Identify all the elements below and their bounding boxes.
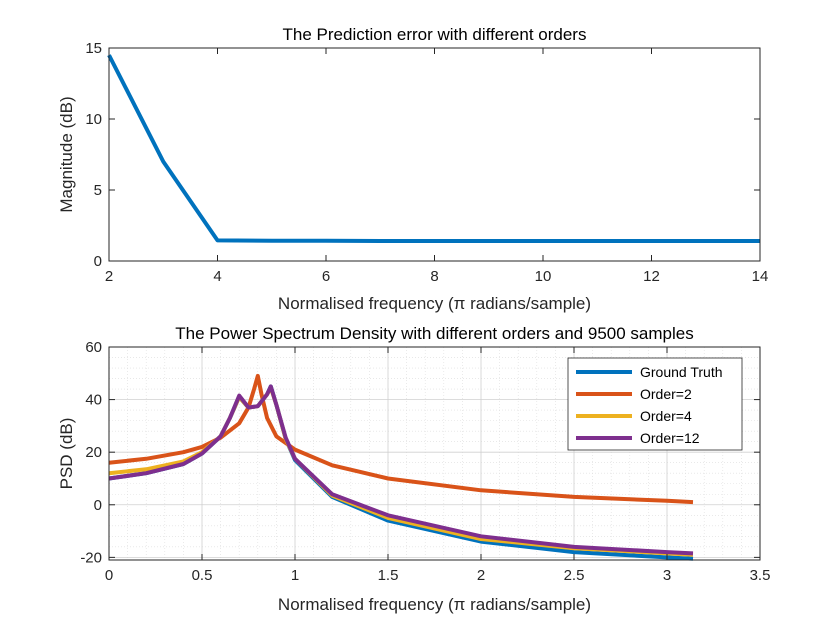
y-tick-label: 0	[94, 253, 102, 270]
y-axis-label: PSD (dB)	[57, 418, 76, 490]
x-tick-label: 8	[430, 268, 438, 285]
x-tick-label: 4	[213, 268, 221, 285]
x-axis-label: Normalised frequency (π radians/sample)	[278, 294, 591, 313]
plot-area-background	[109, 48, 760, 261]
series-line-order-2	[108, 373, 694, 505]
y-axis-label: Magnitude (dB)	[57, 96, 76, 212]
y-tick-label: -20	[80, 549, 102, 566]
legend-label: Order=2	[640, 386, 692, 402]
x-tick-label: 6	[322, 268, 330, 285]
x-tick-label: 1.5	[378, 567, 399, 584]
series-line-series-0	[107, 54, 760, 243]
x-axis-label: Normalised frequency (π radians/sample)	[278, 595, 591, 614]
y-tick-label: 5	[94, 182, 102, 199]
x-tick-label: 0	[105, 567, 113, 584]
y-tick-label: 20	[85, 444, 102, 461]
series-line-order-12	[108, 384, 694, 556]
x-tick-label: 2	[477, 567, 485, 584]
x-tick-label: 2	[105, 268, 113, 285]
plot-area-frame	[108, 346, 761, 561]
x-tick-label: 14	[752, 268, 769, 285]
chart-title: The Prediction error with different orde…	[283, 25, 587, 44]
legend: Ground Truth Order=2 Order=4 Order=12	[567, 357, 743, 451]
x-tick-label: 1	[291, 567, 299, 584]
legend-label: Order=12	[640, 430, 700, 446]
x-tick-label: 10	[535, 268, 552, 285]
x-tick-label: 3.5	[750, 567, 771, 584]
chart-title: The Power Spectrum Density with differen…	[175, 324, 693, 343]
y-tick-label: 60	[85, 339, 102, 356]
x-tick-label: 3	[663, 567, 671, 584]
y-tick-label: 15	[85, 40, 102, 57]
legend-label: Ground Truth	[640, 364, 723, 380]
y-tick-label: 40	[85, 392, 102, 409]
y-tick-label: 10	[85, 111, 102, 128]
y-tick-label: 0	[94, 497, 102, 514]
x-tick-label: 0.5	[192, 567, 213, 584]
prediction-error-plot: 2 4 6 8 10 12 14 0 5 10 15 The Prediction error wi…	[57, 25, 768, 313]
x-tick-label: 12	[643, 268, 660, 285]
x-tick-label: 2.5	[564, 567, 585, 584]
legend-label: Order=4	[640, 408, 692, 424]
